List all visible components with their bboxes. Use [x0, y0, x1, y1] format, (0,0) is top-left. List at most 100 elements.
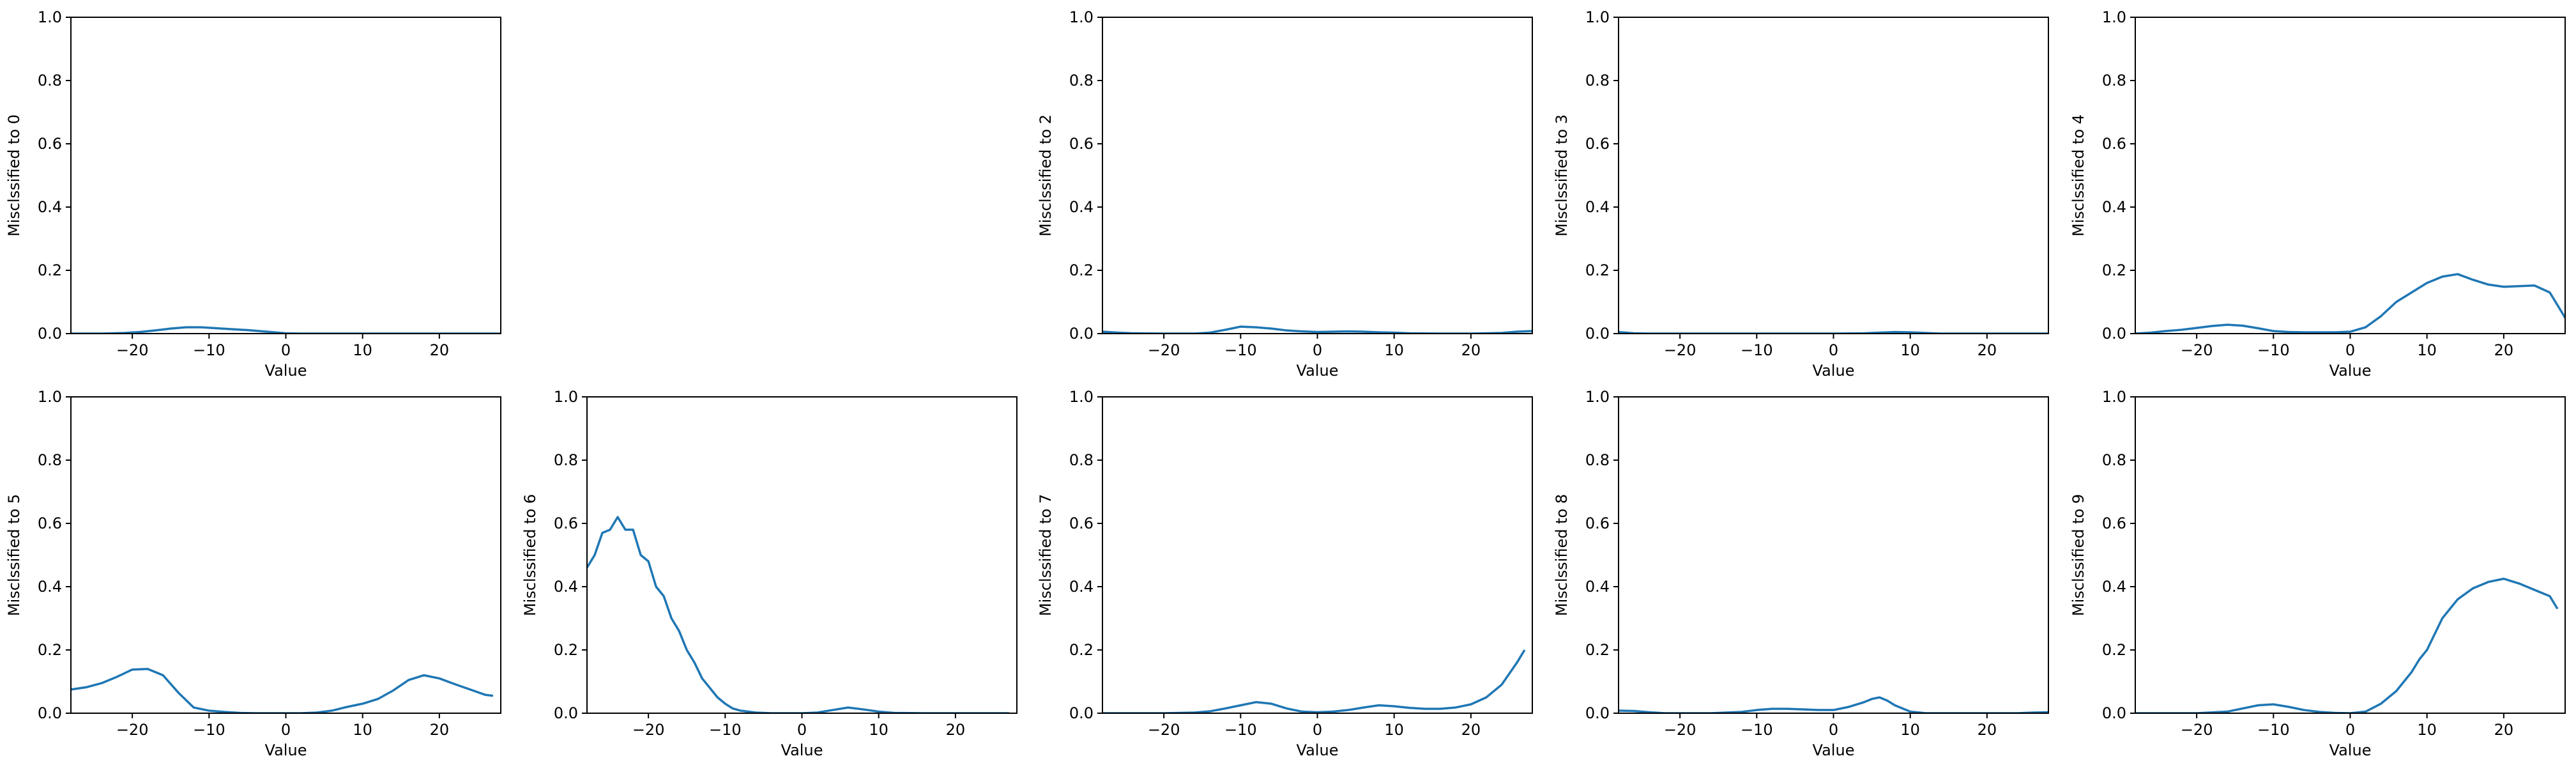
axes-frame	[586, 396, 1017, 714]
y-tick-label: 0.4	[1585, 198, 1610, 216]
x-tick-label: −10	[2257, 341, 2290, 359]
y-tick-label: 0.8	[38, 72, 62, 89]
data-line	[2135, 577, 2559, 713]
y-tick-label: 1.0	[38, 8, 62, 26]
y-tick-label: 0.8	[1585, 451, 1610, 469]
y-axis-label: Misclssified to 9	[2069, 494, 2087, 616]
y-tick-label: 0.0	[1585, 704, 1610, 722]
subplot-panel: 0.0 0.2 0.4 0.6 0.8 1.0 −20 −10 0 10 20 Value Miscls…	[2069, 8, 2566, 380]
y-tick-label: 0.4	[38, 198, 62, 216]
y-tick-label: 1.0	[1069, 8, 1094, 26]
x-tick-label: −20	[1664, 721, 1696, 739]
subplot-panel: 0.0 0.2 0.4 0.6 0.8 1.0 −20 −10 0 10 20 Value Miscls…	[2069, 388, 2566, 759]
y-tick-label: 0.2	[38, 641, 62, 659]
y-tick-label: 0.2	[1069, 641, 1094, 659]
y-tick-label: 0.4	[2102, 198, 2126, 216]
x-axis-label: Value	[1813, 741, 1855, 759]
y-tick-label: 0.6	[38, 135, 62, 153]
y-tick-label: 1.0	[1585, 388, 1610, 406]
y-axis-label: Misclssified to 0	[5, 114, 23, 236]
y-tick-label: 0.4	[38, 578, 62, 596]
data-line	[1619, 696, 2048, 713]
x-tick-label: 20	[946, 721, 966, 739]
x-tick-label: 10	[1900, 341, 1920, 359]
x-tick-label: 20	[1978, 721, 1997, 739]
x-tick-label: −20	[2181, 721, 2213, 739]
y-tick-label: 0.2	[554, 641, 578, 659]
y-tick-label: 0.2	[2102, 261, 2126, 279]
y-tick-label: 0.4	[1069, 578, 1094, 596]
y-tick-label: 0.4	[554, 578, 578, 596]
y-tick-label: 0.8	[1069, 72, 1094, 89]
y-tick-label: 0.2	[38, 261, 62, 279]
x-tick-label: −20	[1664, 341, 1696, 359]
axes-frame	[1102, 396, 1533, 714]
x-tick-label: 0	[1313, 341, 1322, 359]
y-tick-label: 0.6	[1585, 514, 1610, 532]
y-tick-label: 0.8	[2102, 451, 2126, 469]
axes-frame	[1618, 396, 2049, 714]
data-line	[1102, 325, 1532, 334]
x-axis-label: Value	[2329, 362, 2372, 380]
x-tick-label: 0	[281, 341, 291, 359]
y-tick-label: 0.2	[1585, 641, 1610, 659]
x-tick-label: −10	[1224, 341, 1257, 359]
y-tick-label: 0.6	[38, 514, 62, 532]
subplot-panel: 0.0 0.2 0.4 0.6 0.8 1.0 −20 −10 0 10 20 Value Miscls…	[1037, 8, 1533, 380]
y-tick-label: 0.0	[2102, 704, 2126, 722]
x-tick-label: 20	[430, 721, 450, 739]
x-axis-label: Value	[265, 362, 307, 380]
y-tick-label: 0.0	[1069, 325, 1094, 343]
y-axis-label: Misclssified to 6	[521, 494, 539, 616]
axes-frame	[70, 396, 501, 714]
y-tick-label: 0.0	[1585, 325, 1610, 343]
y-axis-label: Misclssified to 3	[1553, 114, 1571, 236]
x-tick-label: −20	[632, 721, 665, 739]
x-axis-label: Value	[781, 741, 823, 759]
x-tick-label: 0	[797, 721, 807, 739]
subplot-panel: 0.0 0.2 0.4 0.6 0.8 1.0 −20 −10 0 10 20 Value Miscls…	[1037, 388, 1533, 759]
subplot-panel: 0.0 0.2 0.4 0.6 0.8 1.0 −20 −10 0 10 20 Value Miscls…	[5, 388, 501, 759]
data-line	[71, 326, 501, 334]
x-tick-label: −10	[2257, 721, 2290, 739]
x-tick-label: −10	[193, 721, 225, 739]
data-line	[1102, 649, 1526, 713]
subplot-panel: 0.0 0.2 0.4 0.6 0.8 1.0 −20 −10 0 10 20 Value Miscls…	[521, 388, 1017, 759]
y-tick-label: 0.0	[554, 704, 578, 722]
y-tick-label: 0.6	[554, 514, 578, 532]
y-tick-label: 0.6	[1585, 135, 1610, 153]
x-tick-label: 10	[353, 721, 372, 739]
y-axis-label: Misclssified to 2	[1037, 114, 1055, 236]
axes-frame	[70, 17, 501, 334]
y-axis-label: Misclssified to 4	[2069, 114, 2087, 236]
y-axis-label: Misclssified to 8	[1553, 494, 1571, 616]
y-tick-label: 0.6	[2102, 514, 2126, 532]
x-tick-label: 10	[1900, 721, 1920, 739]
data-line	[587, 516, 1009, 713]
y-tick-label: 0.6	[2102, 135, 2126, 153]
data-line	[2135, 273, 2565, 334]
x-tick-label: 10	[1384, 721, 1404, 739]
y-tick-label: 0.6	[1069, 514, 1094, 532]
y-axis-label: Misclssified to 7	[1037, 494, 1055, 616]
x-axis-label: Value	[2329, 741, 2372, 759]
x-axis-label: Value	[1297, 362, 1339, 380]
x-tick-label: 0	[2345, 341, 2355, 359]
y-tick-label: 0.6	[1069, 135, 1094, 153]
x-tick-label: −10	[709, 721, 742, 739]
x-tick-label: −10	[1741, 721, 1773, 739]
data-line	[71, 667, 494, 713]
y-tick-label: 0.4	[1069, 198, 1094, 216]
axes-frame	[2135, 396, 2566, 714]
x-tick-label: 20	[1461, 341, 1481, 359]
y-tick-label: 0.0	[38, 704, 62, 722]
x-tick-label: 10	[353, 341, 372, 359]
axes-frame	[1102, 17, 1533, 334]
x-tick-label: 0	[1313, 721, 1322, 739]
x-tick-label: −20	[1148, 721, 1180, 739]
y-tick-label: 0.0	[38, 325, 62, 343]
x-tick-label: 20	[2494, 341, 2514, 359]
subplot-panel: 0.0 0.2 0.4 0.6 0.8 1.0 −20 −10 0 10 20 Value Miscls…	[1553, 388, 2049, 759]
x-tick-label: −20	[1148, 341, 1180, 359]
